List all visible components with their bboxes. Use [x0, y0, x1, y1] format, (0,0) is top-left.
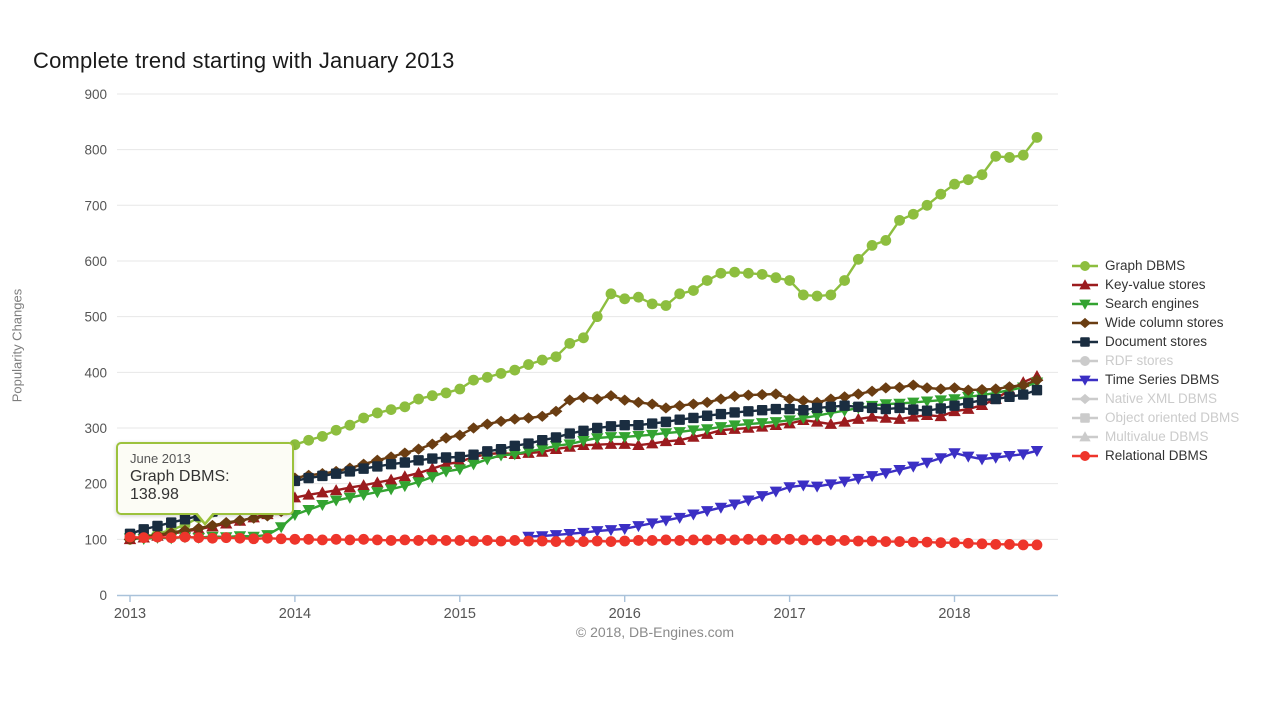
page-title: Complete trend starting with January 201… [33, 48, 455, 73]
y-axis-title: Popularity Changes [9, 288, 25, 403]
legend-label: Key-value stores [1105, 277, 1206, 292]
legend-item-object-oriented-dbms[interactable]: Object oriented DBMS [1072, 408, 1239, 427]
legend-marker-icon [1072, 317, 1098, 328]
y-tick-label: 600 [84, 254, 107, 269]
y-tick-label: 200 [84, 477, 107, 492]
legend-marker-icon [1072, 393, 1098, 404]
legend-item-rdf-stores[interactable]: RDF stores [1072, 351, 1239, 370]
y-tick-label: 700 [84, 198, 107, 213]
legend-marker-icon [1072, 260, 1098, 271]
chart-tooltip: June 2013 Graph DBMS: 138.98 [116, 442, 294, 526]
y-axis-labels: 0 100 200 300 400 500 600 700 800 900 [84, 87, 107, 603]
legend-item-multivalue-dbms[interactable]: Multivalue DBMS [1072, 427, 1239, 446]
legend-item-native-xml-dbms[interactable]: Native XML DBMS [1072, 389, 1239, 408]
x-tick-label: 2015 [444, 606, 476, 622]
legend-marker-icon [1072, 278, 1098, 289]
legend-label: Time Series DBMS [1105, 372, 1220, 387]
footer-credit: © 2018, DB-Engines.com [575, 624, 735, 640]
legend-item-time-series-dbms[interactable]: Time Series DBMS [1072, 370, 1239, 389]
legend-item-graph-dbms[interactable]: Graph DBMS [1072, 256, 1239, 275]
legend-marker-icon [1072, 412, 1098, 423]
legend-label: Object oriented DBMS [1105, 410, 1240, 425]
legend-item-key-value-stores[interactable]: Key-value stores [1072, 275, 1239, 294]
legend-marker-icon [1072, 450, 1098, 461]
legend-label: Multivalue DBMS [1105, 429, 1209, 444]
legend-marker-icon [1072, 355, 1098, 366]
legend-label: Document stores [1105, 334, 1208, 349]
legend-item-wide-column-stores[interactable]: Wide column stores [1072, 313, 1239, 332]
x-tick-label: 2018 [938, 606, 970, 622]
y-tick-label: 800 [84, 143, 107, 158]
legend-item-search-engines[interactable]: Search engines [1072, 294, 1239, 313]
y-tick-label: 500 [84, 310, 107, 325]
legend-label: Relational DBMS [1105, 448, 1208, 463]
legend-item-relational-dbms[interactable]: Relational DBMS [1072, 446, 1239, 465]
tooltip-arrow-fill [196, 511, 214, 522]
legend-label: Search engines [1105, 296, 1199, 311]
y-tick-label: 300 [84, 421, 107, 436]
series-relational-dbms[interactable] [124, 531, 1043, 551]
tooltip-date: June 2013 [130, 451, 191, 466]
y-tick-label: 100 [84, 532, 107, 547]
legend-marker-icon [1072, 430, 1098, 441]
series-time-series-dbms[interactable] [522, 446, 1044, 543]
y-tick-label: 0 [99, 588, 107, 603]
legend-label: Wide column stores [1105, 315, 1224, 330]
y-tick-label: 400 [84, 365, 107, 380]
x-tick-label: 2016 [609, 606, 641, 622]
legend-marker-icon [1072, 299, 1098, 310]
y-tick-label: 900 [84, 87, 107, 102]
tooltip-value: Graph DBMS: 138.98 [130, 468, 230, 503]
legend-label: RDF stores [1105, 353, 1174, 368]
x-tick-label: 2014 [279, 606, 311, 622]
legend-label: Native XML DBMS [1105, 391, 1218, 406]
x-tick-label: 2017 [773, 606, 805, 622]
legend-marker-icon [1072, 375, 1098, 386]
legend-item-document-stores[interactable]: Document stores [1072, 332, 1239, 351]
x-axis: 2013 2014 2015 2016 2017 2018 [114, 594, 1058, 622]
legend-label: Graph DBMS [1105, 258, 1186, 273]
x-tick-label: 2013 [114, 606, 146, 622]
legend-marker-icon [1072, 336, 1098, 347]
legend: Graph DBMS Key-value stores Search engines… [1072, 256, 1239, 465]
